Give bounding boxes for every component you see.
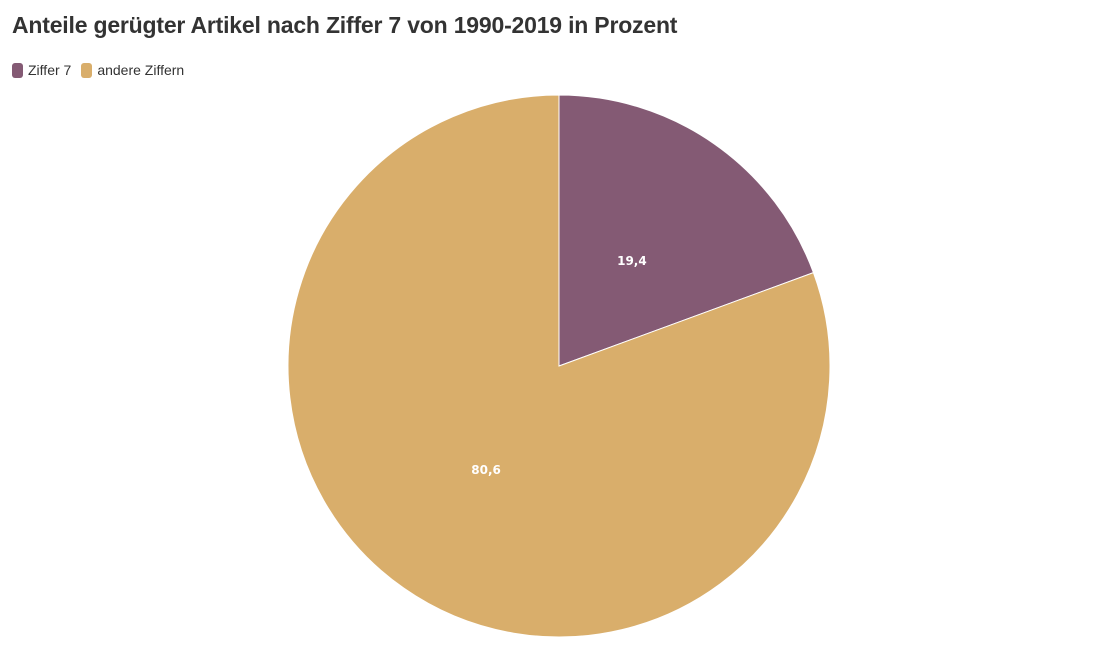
- pie-slice-ziffer-7[interactable]: [558, 94, 815, 367]
- legend-item-andere-ziffern[interactable]: andere Ziffern: [81, 62, 184, 78]
- chart-title: Anteile gerügter Artikel nach Ziffer 7 v…: [12, 12, 678, 38]
- data-label-andere-ziffern: 80,6: [471, 463, 501, 477]
- legend-swatch-ziffer-7: [12, 62, 23, 78]
- data-label-ziffer-7: 19,4: [617, 254, 647, 268]
- legend-label-ziffer-7: Ziffer 7: [28, 62, 72, 78]
- pie-slices: [287, 94, 831, 638]
- legend-item-ziffer-7[interactable]: Ziffer 7: [12, 62, 71, 78]
- legend-label-andere-ziffern: andere Ziffern: [97, 62, 185, 78]
- legend-swatch-andere-ziffern: [81, 62, 93, 78]
- chart-legend: Ziffer 7 andere Ziffern: [12, 62, 194, 78]
- pie-slice-andere-ziffern[interactable]: [287, 94, 831, 638]
- pie-labels: 19,4 80,6: [471, 254, 646, 477]
